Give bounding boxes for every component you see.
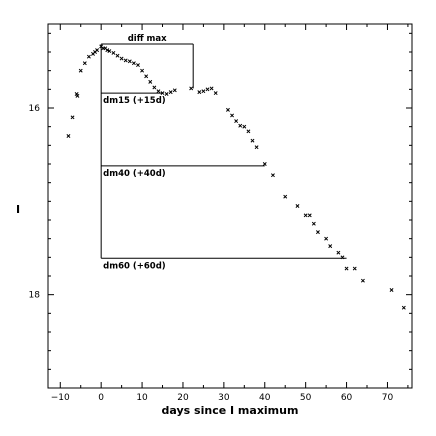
x-tick-label: 0 bbox=[98, 393, 104, 403]
data-point bbox=[230, 113, 234, 118]
data-point bbox=[111, 50, 116, 55]
data-point bbox=[254, 145, 259, 150]
data-point bbox=[303, 213, 308, 218]
bracket-label: dm15 (+15d) bbox=[103, 96, 166, 106]
data-point bbox=[140, 68, 145, 73]
y-tick-label: 18 bbox=[29, 291, 41, 301]
data-point bbox=[82, 61, 87, 66]
data-point bbox=[246, 129, 251, 134]
data-point bbox=[262, 162, 267, 166]
annotation-brackets: dm15 (+15d) dm40 (+40d) dm60 (+60d) diff ma… bbox=[100, 34, 347, 271]
data-point bbox=[336, 250, 341, 255]
data-point bbox=[197, 90, 202, 95]
data-point bbox=[324, 236, 329, 241]
data-point bbox=[226, 107, 230, 112]
data-point bbox=[242, 124, 247, 129]
x-tick-label: 20 bbox=[177, 393, 189, 403]
bracket-label: dm40 (+40d) bbox=[103, 169, 166, 179]
data-point bbox=[107, 49, 112, 54]
x-tick-label: −10 bbox=[51, 393, 70, 403]
y-axis-title: I bbox=[16, 203, 20, 216]
x-axis-title: days since I maximum bbox=[162, 404, 299, 417]
data-point bbox=[250, 138, 255, 143]
data-point bbox=[360, 278, 365, 283]
data-point bbox=[168, 90, 173, 95]
data-point bbox=[213, 91, 218, 96]
x-tick-label: 60 bbox=[341, 393, 353, 403]
data-point bbox=[344, 266, 349, 271]
x-tick-label: 40 bbox=[259, 393, 271, 403]
data-point bbox=[328, 244, 333, 249]
data-point bbox=[119, 56, 124, 61]
data-point bbox=[136, 63, 140, 68]
x-tick-label: 50 bbox=[300, 393, 312, 403]
data-point bbox=[144, 74, 149, 79]
data-point bbox=[127, 59, 132, 64]
y-tick-label: 16 bbox=[29, 104, 41, 114]
data-point bbox=[295, 204, 300, 208]
data-point bbox=[131, 61, 136, 66]
data-point bbox=[86, 54, 91, 59]
data-point bbox=[311, 221, 316, 226]
x-tick-label: 70 bbox=[382, 393, 394, 403]
data-point bbox=[283, 194, 288, 199]
data-point bbox=[172, 88, 177, 93]
data-point bbox=[164, 92, 169, 96]
data-point bbox=[148, 79, 153, 84]
data-point bbox=[340, 255, 345, 260]
data-point bbox=[352, 266, 357, 271]
data-point bbox=[209, 86, 214, 91]
data-point bbox=[152, 85, 157, 90]
data-point bbox=[115, 53, 120, 58]
data-point bbox=[66, 134, 71, 138]
data-point bbox=[401, 305, 406, 310]
axis-ticks: −10 0 10 20 30 40 50 60 70 16 18 bbox=[29, 24, 412, 403]
data-point bbox=[201, 89, 206, 94]
data-point bbox=[95, 48, 100, 53]
data-point bbox=[389, 288, 394, 292]
x-tick-label: 30 bbox=[218, 393, 230, 403]
bracket-label: dm60 (+60d) bbox=[103, 261, 166, 271]
diff-max-label: diff max bbox=[128, 34, 167, 44]
data-point bbox=[70, 115, 75, 120]
data-point bbox=[234, 119, 239, 124]
data-points bbox=[66, 44, 406, 310]
data-point bbox=[123, 58, 128, 63]
data-point bbox=[105, 48, 110, 53]
plot-frame bbox=[47, 23, 413, 389]
x-tick-label: 10 bbox=[136, 393, 148, 403]
data-point bbox=[315, 230, 320, 235]
data-point bbox=[307, 213, 312, 218]
data-point bbox=[238, 123, 243, 128]
data-point bbox=[270, 173, 275, 178]
data-point bbox=[160, 91, 165, 96]
data-point bbox=[78, 68, 83, 73]
data-point bbox=[189, 86, 194, 91]
data-point bbox=[205, 87, 210, 92]
data-point bbox=[156, 89, 161, 94]
data-point bbox=[75, 93, 80, 98]
